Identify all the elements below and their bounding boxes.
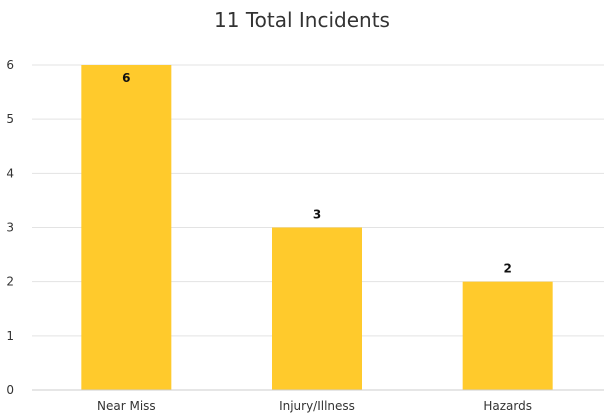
x-tick-label: Injury/Illness — [279, 399, 355, 413]
y-tick-label: 6 — [6, 58, 14, 72]
data-label: 6 — [122, 71, 130, 85]
y-tick-label: 1 — [6, 329, 14, 343]
bars — [81, 65, 553, 390]
y-tick-label: 0 — [6, 383, 14, 397]
y-tick-label: 4 — [6, 166, 14, 180]
bar-near-miss — [81, 65, 172, 390]
data-label: 3 — [313, 208, 321, 222]
y-tick-label: 3 — [6, 221, 14, 235]
y-tick-label: 2 — [6, 275, 14, 289]
chart-title: 11 Total Incidents — [214, 8, 390, 32]
x-tick-label: Near Miss — [97, 399, 156, 413]
data-labels: 6 3 2 — [122, 71, 512, 276]
y-tick-label: 5 — [6, 112, 14, 126]
y-axis-ticks: 0 1 2 3 4 5 6 — [6, 58, 14, 397]
bar-hazards — [462, 281, 553, 390]
x-axis-ticks: Near Miss Injury/Illness Hazards — [97, 399, 532, 413]
data-label: 2 — [503, 262, 511, 276]
x-tick-label: Hazards — [483, 399, 532, 413]
bar-injury-illness — [272, 227, 362, 390]
